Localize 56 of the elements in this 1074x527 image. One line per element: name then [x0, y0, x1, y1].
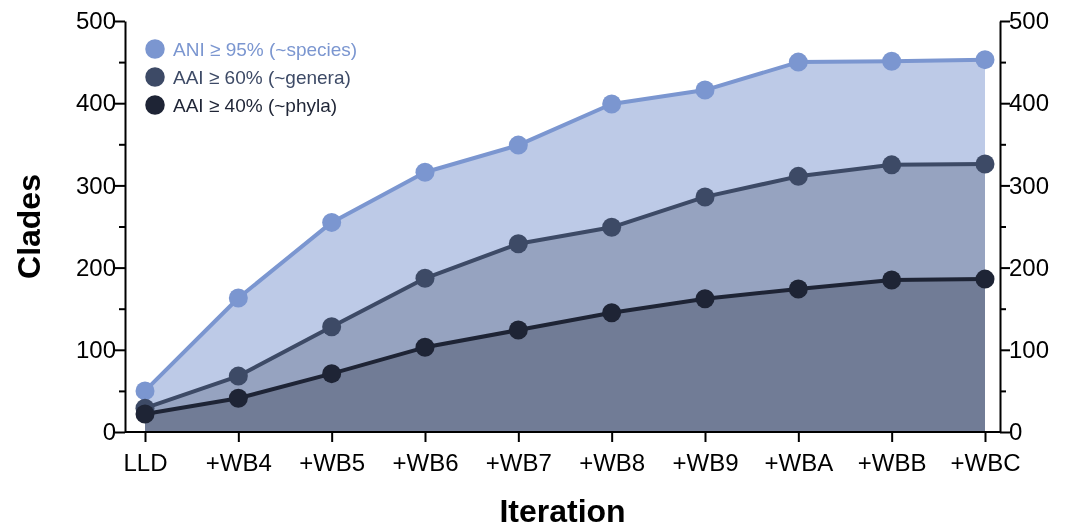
point [602, 303, 622, 323]
x-tick-label: +WB9 [672, 449, 739, 477]
x-tick-label: +WB5 [299, 449, 366, 477]
y-tick-label: 0 [102, 418, 116, 446]
point [322, 317, 342, 337]
point [695, 187, 715, 207]
point [135, 404, 155, 424]
point [135, 381, 155, 401]
y-axis-title: Clades [11, 174, 47, 279]
x-tick-label: LLD [123, 449, 168, 477]
point [602, 94, 622, 114]
point [788, 279, 808, 299]
point [228, 288, 248, 308]
y2-tick-label: 200 [1009, 253, 1050, 281]
point [788, 166, 808, 186]
point [508, 234, 528, 254]
x-tick-label: +WB7 [485, 449, 552, 477]
x-tick-label: +WB4 [205, 449, 272, 477]
y-tick-label: 200 [75, 253, 116, 281]
legend-label: AAI ≥ 40% (~phyla) [173, 95, 338, 116]
x-tick-label: +WB8 [579, 449, 646, 477]
y2-tick-label: 400 [1009, 89, 1050, 117]
point [975, 269, 995, 289]
point [508, 135, 528, 155]
point [695, 80, 715, 100]
x-tick-label: +WB6 [392, 449, 459, 477]
point [882, 155, 902, 175]
y2-tick-label: 500 [1009, 7, 1050, 35]
point [602, 217, 622, 237]
point [322, 212, 342, 232]
point [415, 268, 435, 288]
x-tick-label: +WBA [764, 449, 834, 477]
point [415, 337, 435, 357]
point [695, 289, 715, 309]
x-axis-title: Iteration [499, 493, 626, 527]
point [882, 51, 902, 71]
y-tick-label: 100 [75, 335, 116, 363]
point [228, 366, 248, 386]
y-tick-label: 500 [75, 7, 116, 35]
y2-tick-label: 0 [1009, 418, 1023, 446]
point [882, 270, 902, 290]
x-tick-label: +WBB [857, 449, 927, 477]
point [975, 50, 995, 70]
point [415, 162, 435, 182]
y-tick-label: 300 [75, 171, 116, 199]
point [508, 320, 528, 340]
y-tick-label: 400 [75, 89, 116, 117]
y2-tick-label: 100 [1009, 335, 1050, 363]
x-tick-label: +WBC [950, 449, 1021, 477]
point [228, 388, 248, 408]
point [788, 52, 808, 72]
legend-label: ANI ≥ 95% (~species) [173, 39, 358, 60]
point [322, 364, 342, 384]
point [975, 154, 995, 174]
legend-label: AAI ≥ 60% (~genera) [173, 67, 351, 88]
y2-tick-label: 300 [1009, 171, 1050, 199]
